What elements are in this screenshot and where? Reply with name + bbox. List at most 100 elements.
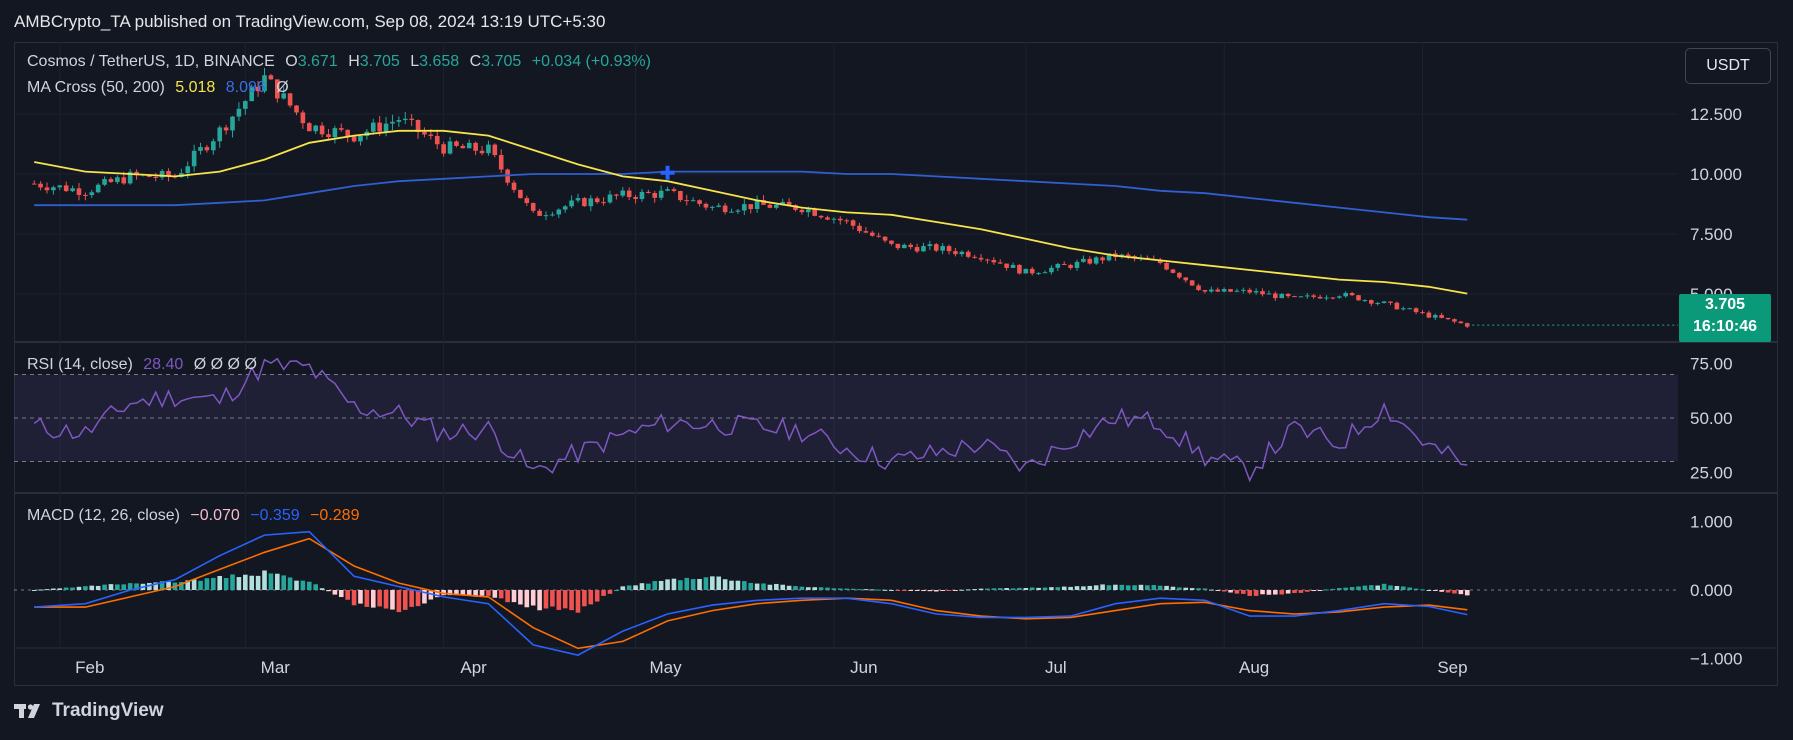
macd-legend: MACD (12, 26, close) −0.070 −0.359 −0.28… xyxy=(27,507,365,525)
macd-histogram-bar xyxy=(1330,588,1336,590)
candle-body xyxy=(1247,289,1253,293)
x-axis-label: Jul xyxy=(1045,658,1067,677)
candle-body xyxy=(1432,315,1438,318)
candle-body xyxy=(498,155,504,170)
candle-body xyxy=(1196,285,1201,291)
candle-body xyxy=(217,127,223,142)
candle-body xyxy=(127,171,133,184)
macd-histogram-bar xyxy=(908,590,913,591)
macd-histogram-bar xyxy=(537,590,542,611)
macd-histogram-bar xyxy=(402,590,408,610)
candle-body xyxy=(1157,259,1163,264)
low-value: 3.658 xyxy=(419,53,460,70)
macd-histogram-bar xyxy=(671,578,677,590)
macd-histogram-bar xyxy=(1177,587,1182,590)
macd-histogram-bar xyxy=(1273,590,1278,595)
macd-histogram-bar xyxy=(377,590,382,607)
macd-histogram-bar xyxy=(230,574,235,590)
macd-histogram-bar xyxy=(1055,587,1061,590)
candle-body xyxy=(927,244,933,247)
candle-body xyxy=(1356,295,1361,301)
macd-histogram-bar xyxy=(1100,584,1105,590)
macd-histogram-bar xyxy=(1183,587,1189,590)
macd-histogram-bar xyxy=(1356,586,1361,590)
macd-histogram-bar xyxy=(626,585,632,590)
x-axis-label: May xyxy=(650,658,683,677)
price-legend: Cosmos / TetherUS, 1D, BINANCE O3.671 H3… xyxy=(27,53,657,71)
candle-body xyxy=(294,105,299,113)
macd-histogram-bar xyxy=(473,590,478,597)
candle-body xyxy=(441,144,446,154)
macd-histogram-bar xyxy=(236,577,242,590)
candle-body xyxy=(901,244,907,249)
macd-histogram-bar xyxy=(63,587,69,590)
candle-body xyxy=(940,246,945,251)
macd-histogram-bar xyxy=(933,590,939,592)
macd-histogram-bar xyxy=(620,586,626,590)
macd-histogram-bar xyxy=(358,590,363,604)
macd-histogram-bar xyxy=(748,582,754,590)
macd-histogram-bar xyxy=(831,588,837,590)
candle-body xyxy=(345,129,350,137)
macd-histogram-bar xyxy=(857,589,862,591)
candle-body xyxy=(537,210,542,216)
macd-histogram-bar xyxy=(665,579,670,590)
macd-histogram-bar xyxy=(454,590,459,596)
candle-body xyxy=(1394,302,1400,310)
candle-body xyxy=(524,198,530,204)
candle-body xyxy=(678,191,683,201)
candle-body xyxy=(1081,258,1086,262)
macd-histogram-bar xyxy=(921,590,926,592)
candle-body xyxy=(428,134,434,136)
currency-button[interactable]: USDT xyxy=(1685,48,1771,84)
macd-histogram-bar xyxy=(185,580,191,590)
tradingview-logo-icon xyxy=(14,704,40,718)
candle-body xyxy=(1464,323,1470,327)
macd-histogram-bar xyxy=(57,588,63,590)
candle-body xyxy=(1266,293,1272,295)
candle-body xyxy=(236,108,242,117)
macd-histogram-bar xyxy=(518,590,523,605)
x-axis-label: Feb xyxy=(75,658,104,677)
macd-histogram-bar xyxy=(326,590,331,592)
macd-histogram-bar xyxy=(249,575,255,590)
candle-body xyxy=(1285,293,1291,297)
macd-histogram-bar xyxy=(1228,590,1233,593)
candle-body xyxy=(108,179,114,183)
high-value: 3.705 xyxy=(359,53,400,70)
candle-body xyxy=(786,201,792,206)
macd-histogram-bar xyxy=(51,588,56,590)
macd-histogram-bar xyxy=(607,590,613,594)
candle-body xyxy=(1228,289,1233,292)
candle-body xyxy=(946,246,952,252)
change-value: +0.034 (+0.93%) xyxy=(531,53,651,70)
candle-body xyxy=(1273,293,1278,299)
candle-body xyxy=(1215,289,1221,292)
macd-histogram-bar xyxy=(716,576,722,590)
chart-frame[interactable] xyxy=(14,42,1778,686)
candle-body xyxy=(767,204,773,208)
macd-histogram-bar xyxy=(1400,586,1406,590)
tradingview-logo[interactable]: TradingView xyxy=(14,700,164,722)
macd-histogram-bar xyxy=(1349,587,1355,590)
macd-histogram-bar xyxy=(1106,585,1112,590)
macd-histogram-bar xyxy=(850,588,856,590)
macd-histogram-bar xyxy=(44,589,50,591)
candle-body xyxy=(268,75,274,80)
macd-histogram-bar xyxy=(486,590,491,596)
candle-body xyxy=(594,198,600,203)
candle-body xyxy=(1337,296,1342,298)
candle-body xyxy=(1170,269,1176,273)
macd-histogram-bar xyxy=(972,589,977,591)
candle-body xyxy=(1183,277,1189,281)
candle-body xyxy=(831,218,837,220)
candle-body xyxy=(748,204,754,210)
candle-body xyxy=(978,257,984,260)
macd-histogram-bar xyxy=(1413,588,1419,590)
candle-body xyxy=(844,220,849,222)
candle-body xyxy=(1368,300,1374,304)
macd-histogram-bar xyxy=(1004,588,1009,590)
candle-body xyxy=(370,122,376,132)
candle-body xyxy=(735,210,741,212)
